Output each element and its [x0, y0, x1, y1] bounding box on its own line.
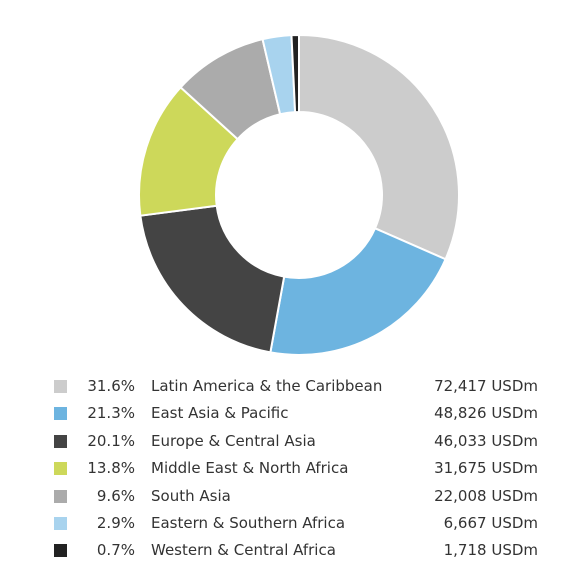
legend-value: 46,033 USDm: [434, 431, 538, 450]
legend-item: 21.3% East Asia & Pacific 48,826 USDm: [0, 400, 580, 427]
legend-swatch: [54, 544, 67, 558]
legend-percent: 13.8%: [87, 459, 135, 478]
legend-percent: 20.1%: [87, 431, 135, 450]
legend-swatch: [54, 380, 67, 393]
legend-percent: 2.9%: [96, 514, 135, 532]
legend-swatch: [54, 407, 67, 421]
legend-swatch: [54, 489, 67, 503]
legend-label: Middle East & North Africa: [151, 459, 349, 478]
donut-slices: [138, 33, 460, 356]
legend-value: 22,008 USDm: [434, 486, 538, 505]
legend-swatch: [54, 517, 67, 530]
donut-chart: [138, 33, 460, 356]
legend-label: East Asia & Pacific: [151, 404, 289, 423]
legend-label: South Asia: [151, 486, 231, 505]
legend-value: 31,675 USDm: [434, 459, 538, 478]
slice-2: [269, 227, 447, 356]
legend-percent: 21.3%: [87, 404, 135, 423]
legend-label: Western & Central Africa: [151, 541, 336, 560]
legend-item: 31.6% Latin America & the Caribbean 72,417…: [0, 373, 580, 400]
chart-legend: 31.6% Latin America & the Caribbean 72,417…: [0, 373, 580, 573]
legend-percent: 0.7%: [96, 541, 135, 560]
legend-swatch: [54, 434, 67, 448]
legend-item: 0.7% Western & Central Africa 1,718 USDm: [0, 537, 580, 564]
slice-3: [139, 204, 286, 354]
legend-swatch: [54, 462, 67, 476]
legend-item: 9.6% South Asia 22,008 USDm: [0, 483, 580, 510]
legend-value: 48,826 USDm: [434, 404, 538, 423]
legend-percent: 9.6%: [96, 486, 135, 505]
legend-value: 6,667 USDm: [443, 514, 538, 532]
slice-7: [290, 33, 300, 114]
legend-percent: 31.6%: [87, 377, 135, 395]
legend-value: 72,417 USDm: [434, 377, 538, 395]
legend-item: 20.1% Europe & Central Asia 46,033 USDm: [0, 428, 580, 455]
legend-label: Europe & Central Asia: [151, 431, 316, 450]
legend-label: Latin America & the Caribbean: [151, 377, 383, 395]
slice-1: [298, 33, 460, 261]
legend-item: 2.9% Eastern & Southern Africa 6,667 USDm: [0, 510, 580, 537]
legend-value: 1,718 USDm: [443, 541, 538, 560]
legend-label: Eastern & Southern Africa: [151, 514, 346, 532]
legend-item: 13.8% Middle East & North Africa 31,675 US…: [0, 455, 580, 482]
